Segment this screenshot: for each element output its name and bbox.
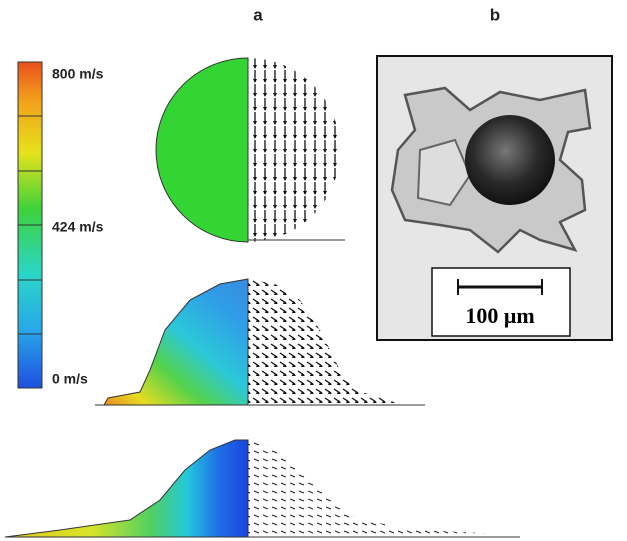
scale-label: 100 μm bbox=[465, 303, 534, 328]
colorbar-divisions bbox=[18, 115, 42, 335]
splat-detail bbox=[416, 138, 472, 207]
particle bbox=[465, 115, 555, 205]
colorbar-label: 424 m/s bbox=[52, 219, 104, 235]
droplet-contour bbox=[155, 57, 249, 243]
velocity-vectors bbox=[248, 279, 400, 405]
colorbar-label: 800 m/s bbox=[52, 66, 104, 82]
colorbar-label: 0 m/s bbox=[52, 371, 88, 387]
scale-box bbox=[431, 267, 571, 337]
velocity-vectors bbox=[248, 440, 500, 537]
droplet-contour bbox=[4, 439, 249, 538]
panel-label: b bbox=[490, 5, 500, 24]
droplet-contour bbox=[103, 278, 249, 406]
panel-label: a bbox=[253, 5, 263, 24]
velocity-vectors bbox=[248, 58, 340, 242]
